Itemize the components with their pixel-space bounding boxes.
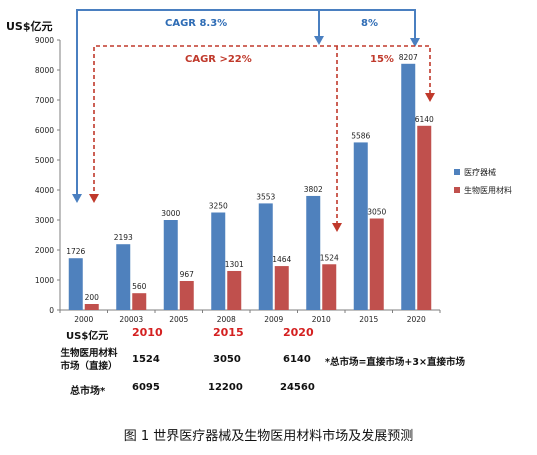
y-tick-label: 9000 — [35, 36, 54, 45]
data-label: 2193 — [114, 233, 133, 242]
red-arrow-down-2020 — [425, 93, 435, 102]
table-footnote: *总市场=直接市场+3×直接市场 — [325, 357, 465, 368]
x-tick-label: 2000 — [74, 315, 93, 324]
y-tick-label: 8000 — [35, 66, 54, 75]
y-tick-label: 4000 — [35, 186, 54, 195]
cagr-annotations: CAGR 8.3% 8% CAGR >22% 15% — [72, 9, 435, 232]
bar-medical-devices — [211, 212, 226, 310]
bar-biomaterials — [132, 293, 147, 310]
table-row1-value-2020: 6140 — [283, 354, 311, 365]
blue-arrow-down-2010 — [314, 36, 324, 45]
legend-swatch-medical-devices — [454, 169, 460, 175]
data-label: 1301 — [225, 260, 244, 269]
data-label: 3802 — [304, 185, 323, 194]
data-label: 1726 — [66, 247, 85, 256]
data-label: 200 — [85, 293, 100, 302]
data-label: 3000 — [161, 209, 180, 218]
bar-medical-devices — [401, 63, 416, 310]
bar-biomaterials — [84, 304, 99, 310]
table-row1-label-line2: 市场（直接） — [60, 361, 118, 372]
table-year-2015: 2015 — [213, 326, 244, 339]
bar-medical-devices — [306, 195, 321, 310]
bar-medical-devices — [116, 244, 131, 310]
x-tick-label: 2020 — [407, 315, 426, 324]
y-tick-label: 0 — [49, 306, 54, 315]
table-row1-value-2010: 1524 — [132, 354, 160, 365]
bar-medical-devices — [68, 258, 83, 310]
table-row2-value-2020: 24560 — [280, 382, 315, 393]
blue-cagr-bracket — [76, 9, 416, 198]
data-label: 1464 — [272, 255, 291, 264]
bar-biomaterials — [417, 125, 432, 310]
x-tick-label: 2015 — [359, 315, 378, 324]
data-label: 3250 — [209, 202, 228, 211]
table-row1-label-line1: 生物医用材料 — [60, 348, 118, 359]
table-row1-label: 生物医用材料 市场（直接） — [54, 347, 124, 373]
data-label: 3050 — [367, 208, 386, 217]
x-tick-label: 2005 — [169, 315, 188, 324]
bar-biomaterials — [179, 280, 194, 310]
bar-medical-devices — [353, 142, 368, 310]
blue-arrow-down-2000 — [72, 194, 82, 203]
red-arrow-down-2000 — [89, 194, 99, 203]
data-label: 6140 — [415, 115, 434, 124]
data-label: 1524 — [320, 253, 339, 262]
bar-biomaterials — [369, 218, 384, 310]
x-tick-label: 20003 — [119, 315, 143, 324]
chart-legend: 医疗器械 生物医用材料 — [454, 167, 512, 195]
table-row1-value-2015: 3050 — [213, 354, 241, 365]
red-cagr-bracket — [93, 45, 431, 198]
y-tick-label: 3000 — [35, 216, 54, 225]
data-label: 8207 — [399, 53, 418, 62]
bar-medical-devices — [163, 220, 178, 310]
red-cagr-label: CAGR >22% — [185, 54, 252, 65]
x-tick-label: 2008 — [217, 315, 236, 324]
bar-medical-devices — [258, 203, 273, 310]
data-label: 967 — [180, 270, 195, 279]
x-tick-label: 2010 — [312, 315, 331, 324]
bar-biomaterials — [227, 270, 242, 310]
blue-arrow-down-2020 — [410, 38, 420, 47]
table-row2-label: 总市场* — [70, 386, 106, 397]
y-axis-unit-label: US$亿元 — [6, 19, 53, 33]
table-year-2010: 2010 — [132, 326, 163, 339]
bar-biomaterials — [274, 266, 289, 310]
y-tick-label: 2000 — [35, 246, 54, 255]
y-tick-label: 6000 — [35, 126, 54, 135]
figure-caption: 图 1 世界医疗器械及生物医用材料市场及发展预测 — [123, 429, 414, 444]
data-label: 3553 — [256, 192, 275, 201]
chart-bars: 1726 200 2193 560 3000 967 3250 1301 3553 1464 380… — [66, 53, 434, 310]
legend-label-medical-devices: 医疗器械 — [464, 167, 496, 177]
red-arrow-down-2010 — [332, 223, 342, 232]
red-rate-label: 15% — [370, 54, 394, 65]
blue-rate-label: 8% — [361, 18, 378, 29]
legend-label-biomaterials: 生物医用材料 — [464, 185, 512, 195]
table-unit-label: US$亿元 — [66, 331, 109, 342]
y-tick-label: 7000 — [35, 96, 54, 105]
table-row2-value-2015: 12200 — [208, 382, 243, 393]
legend-swatch-biomaterials — [454, 187, 460, 193]
blue-cagr-label: CAGR 8.3% — [165, 18, 227, 29]
y-tick-label: 5000 — [35, 156, 54, 165]
bar-biomaterials — [322, 264, 337, 310]
table-year-2020: 2020 — [283, 326, 314, 339]
x-tick-label: 2009 — [264, 315, 283, 324]
data-label: 5586 — [351, 131, 370, 140]
data-label: 560 — [132, 282, 147, 291]
table-row2-value-2010: 6095 — [132, 382, 160, 393]
market-bar-chart: CAGR 8.3% 8% CAGR >22% 15% US$亿元 0 1000 20… — [6, 9, 512, 324]
y-tick-label: 1000 — [35, 276, 54, 285]
